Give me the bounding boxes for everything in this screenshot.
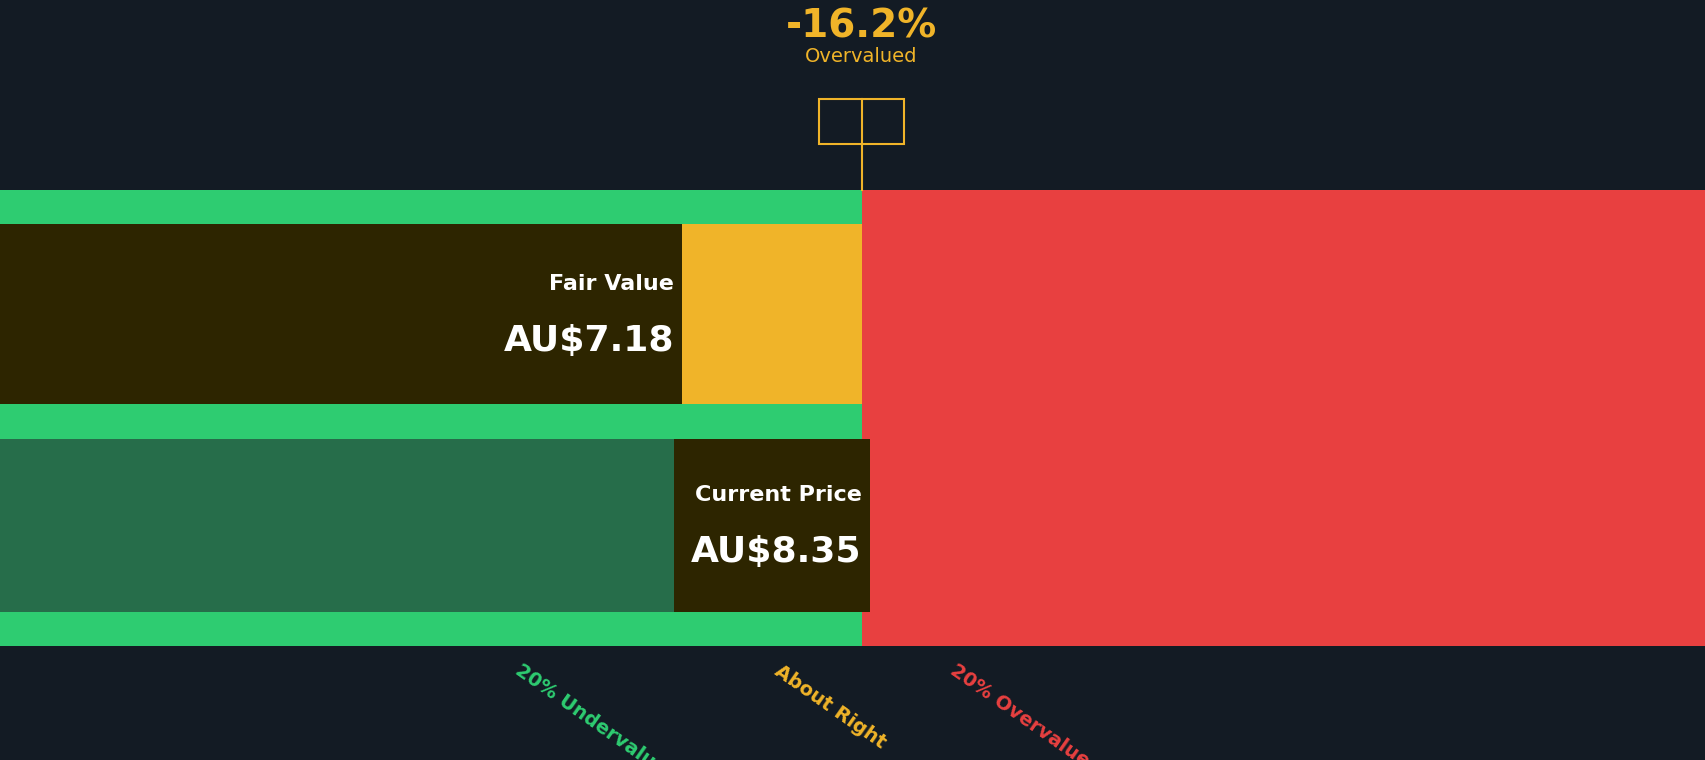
Text: Current Price: Current Price [694, 485, 861, 505]
Text: About Right: About Right [771, 661, 888, 752]
Bar [673, 439, 870, 612]
Text: AU$8.35: AU$8.35 [691, 535, 861, 568]
Bar [861, 190, 1705, 646]
Bar [818, 99, 904, 144]
Bar [673, 190, 861, 646]
Text: 20% Undervalued: 20% Undervalued [512, 661, 680, 760]
Bar [673, 612, 861, 646]
Text: -16.2%: -16.2% [786, 8, 936, 46]
Text: AU$7.18: AU$7.18 [503, 324, 673, 358]
Text: Fair Value: Fair Value [549, 274, 673, 294]
Text: Overvalued: Overvalued [805, 47, 917, 67]
Bar [0, 190, 673, 224]
Bar [673, 190, 861, 224]
Text: 20% Overvalued: 20% Overvalued [946, 661, 1103, 760]
Bar [0, 612, 673, 646]
Bar [0, 190, 673, 646]
Bar [673, 404, 861, 439]
Bar [0, 224, 682, 404]
Bar [0, 404, 673, 439]
